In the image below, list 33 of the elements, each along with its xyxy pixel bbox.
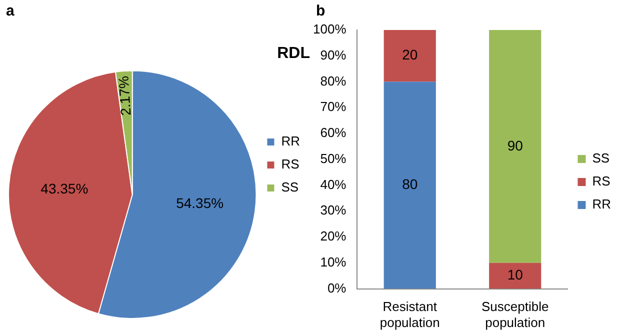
y-tick-label: 20% bbox=[320, 228, 347, 244]
y-tick-label: 0% bbox=[327, 280, 347, 296]
x-tick-label: Resistant population bbox=[380, 299, 440, 330]
text: b bbox=[316, 2, 326, 20]
x-tick-label: Susceptible population bbox=[481, 299, 549, 330]
y-tick-label: 40% bbox=[320, 176, 347, 192]
legend-label: SS bbox=[281, 180, 299, 195]
data-label: 20 bbox=[402, 46, 418, 63]
bar bbox=[489, 262, 542, 289]
data-label: 90 bbox=[507, 137, 524, 154]
legend-label: RS bbox=[592, 174, 611, 189]
bar bbox=[384, 82, 436, 289]
legend-label: RS bbox=[281, 156, 300, 172]
data-label: 54.35% bbox=[176, 194, 224, 211]
data-label: 10 bbox=[507, 266, 524, 283]
data-label: 80 bbox=[402, 176, 418, 192]
chart-title: RDL bbox=[277, 45, 310, 62]
legend-label: RR bbox=[592, 196, 612, 212]
y-tick-label: 90% bbox=[320, 47, 347, 62]
bar bbox=[489, 30, 542, 263]
y-tick-label: 50% bbox=[320, 150, 347, 166]
legend-label: RR bbox=[281, 134, 300, 149]
y-tick-label: 10% bbox=[320, 254, 347, 270]
data-label: 43.35% bbox=[40, 180, 88, 197]
y-tick-label: 70% bbox=[320, 99, 347, 114]
y-tick-label: 100% bbox=[313, 22, 347, 37]
y-tick-label: 60% bbox=[320, 125, 347, 140]
data-label: 2.17% bbox=[115, 75, 134, 116]
text: a bbox=[6, 2, 15, 20]
bar bbox=[384, 30, 436, 82]
y-tick-label: 30% bbox=[320, 202, 347, 218]
y-tick-label: 80% bbox=[320, 73, 347, 88]
legend-label: SS bbox=[592, 150, 610, 166]
